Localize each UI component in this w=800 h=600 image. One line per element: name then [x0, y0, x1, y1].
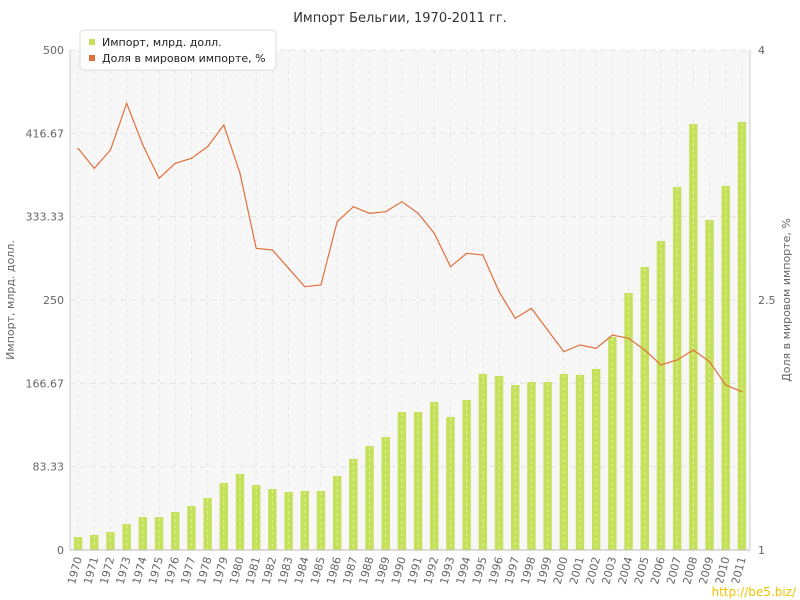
share-point-1997 — [514, 317, 516, 319]
share-line[interactable] — [77, 101, 743, 393]
bar-import-1997[interactable] — [511, 385, 520, 550]
bar-import-2006[interactable] — [656, 241, 666, 550]
legend[interactable]: Импорт, млрд. долл. Доля в мировом импор… — [79, 29, 277, 71]
share-point-1987 — [352, 206, 354, 208]
share-point-2007 — [676, 359, 678, 361]
y-left-tick-label: 166.67 — [26, 377, 65, 390]
share-point-1989 — [385, 211, 387, 213]
share-point-2005 — [644, 349, 646, 351]
share-point-1999 — [547, 329, 549, 331]
share-point-1982 — [271, 249, 273, 251]
share-point-2010 — [725, 384, 727, 386]
share-point-1986 — [336, 221, 338, 223]
share-point-2004 — [627, 337, 630, 339]
y-left-tick-label: 333.33 — [26, 211, 65, 224]
share-point-1984 — [304, 286, 306, 288]
y-left-tick-label: 83.33 — [33, 461, 65, 474]
y-left-tick-label: 416.67 — [26, 127, 65, 140]
share-point-1970 — [77, 147, 79, 149]
y-left-tick-label: 250 — [43, 294, 64, 307]
bar-import-1993[interactable] — [446, 417, 455, 550]
share-point-1991 — [417, 212, 419, 214]
bar-import-1983[interactable] — [284, 492, 293, 550]
share-point-1981 — [255, 247, 257, 249]
share-point-1992 — [433, 232, 435, 234]
bar-import-1998[interactable] — [527, 382, 536, 550]
y-right-axis-title: Доля в мировом импорте, % — [780, 218, 793, 382]
share-point-2001 — [579, 344, 581, 346]
y-right-tick-label: 4 — [758, 44, 765, 57]
import-bars — [73, 122, 747, 550]
chart-title: Импорт Бельгии, 1970-2011 гг. — [293, 11, 507, 26]
legend-swatch-import — [89, 39, 95, 45]
share-point-1988 — [368, 212, 371, 214]
share-point-1972 — [109, 149, 112, 151]
share-point-2008 — [692, 349, 694, 351]
share-point-1976 — [174, 162, 176, 164]
legend-label-import[interactable]: Импорт, млрд. долл. — [102, 36, 222, 49]
y-left-tick-label: 0 — [57, 544, 64, 557]
bar-import-2003[interactable] — [608, 337, 617, 550]
share-point-2009 — [708, 361, 711, 363]
share-point-1985 — [320, 284, 322, 286]
share-point-1998 — [530, 307, 533, 309]
tick-labels: 083.33166.67250333.33416.6750012.5419701… — [26, 44, 776, 586]
share-point-2002 — [595, 347, 597, 349]
y-right-tick-label: 2.5 — [758, 294, 776, 307]
share-point-1990 — [401, 201, 403, 203]
share-point-1995 — [482, 254, 484, 256]
share-point-1980 — [239, 172, 241, 174]
bar-import-1985[interactable] — [316, 491, 326, 550]
watermark-link[interactable]: http://be5.biz/ — [705, 583, 800, 600]
bar-import-1974[interactable] — [138, 517, 148, 550]
share-point-1996 — [498, 291, 500, 293]
share-point-1993 — [449, 266, 452, 268]
legend-box — [79, 29, 277, 71]
share-point-1979 — [223, 124, 225, 126]
share-point-2003 — [611, 334, 613, 336]
y-right-tick-label: 1 — [758, 544, 765, 557]
share-point-2011 — [741, 391, 743, 393]
y-left-tick-label: 500 — [43, 44, 64, 57]
share-point-1971 — [93, 167, 95, 169]
share-point-1974 — [142, 144, 144, 146]
legend-swatch-share — [89, 55, 95, 61]
share-point-1983 — [287, 267, 290, 269]
legend-label-share[interactable]: Доля в мировом импорте, % — [102, 52, 266, 65]
share-point-1994 — [466, 252, 468, 254]
bar-import-1999[interactable] — [543, 382, 552, 550]
bar-import-2002[interactable] — [591, 369, 601, 550]
share-point-1975 — [158, 177, 160, 179]
axes — [69, 50, 751, 551]
share-point-1973 — [126, 102, 128, 104]
share-point-2000 — [563, 351, 565, 353]
share-point-2006 — [660, 364, 662, 366]
share-point-1978 — [207, 146, 209, 148]
bar-import-1970[interactable] — [73, 537, 83, 550]
y-left-axis-title: Импорт, млрд. долл. — [4, 240, 17, 360]
share-line-layer — [77, 101, 743, 393]
share-point-1977 — [190, 157, 193, 159]
bar-import-1975[interactable] — [154, 517, 164, 550]
bar-import-1982[interactable] — [268, 489, 277, 550]
bar-import-1984[interactable] — [300, 491, 309, 550]
